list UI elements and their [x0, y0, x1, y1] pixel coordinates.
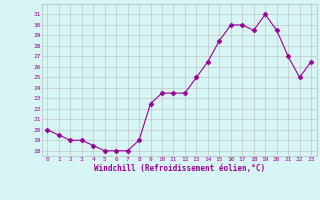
X-axis label: Windchill (Refroidissement éolien,°C): Windchill (Refroidissement éolien,°C) — [94, 164, 265, 173]
